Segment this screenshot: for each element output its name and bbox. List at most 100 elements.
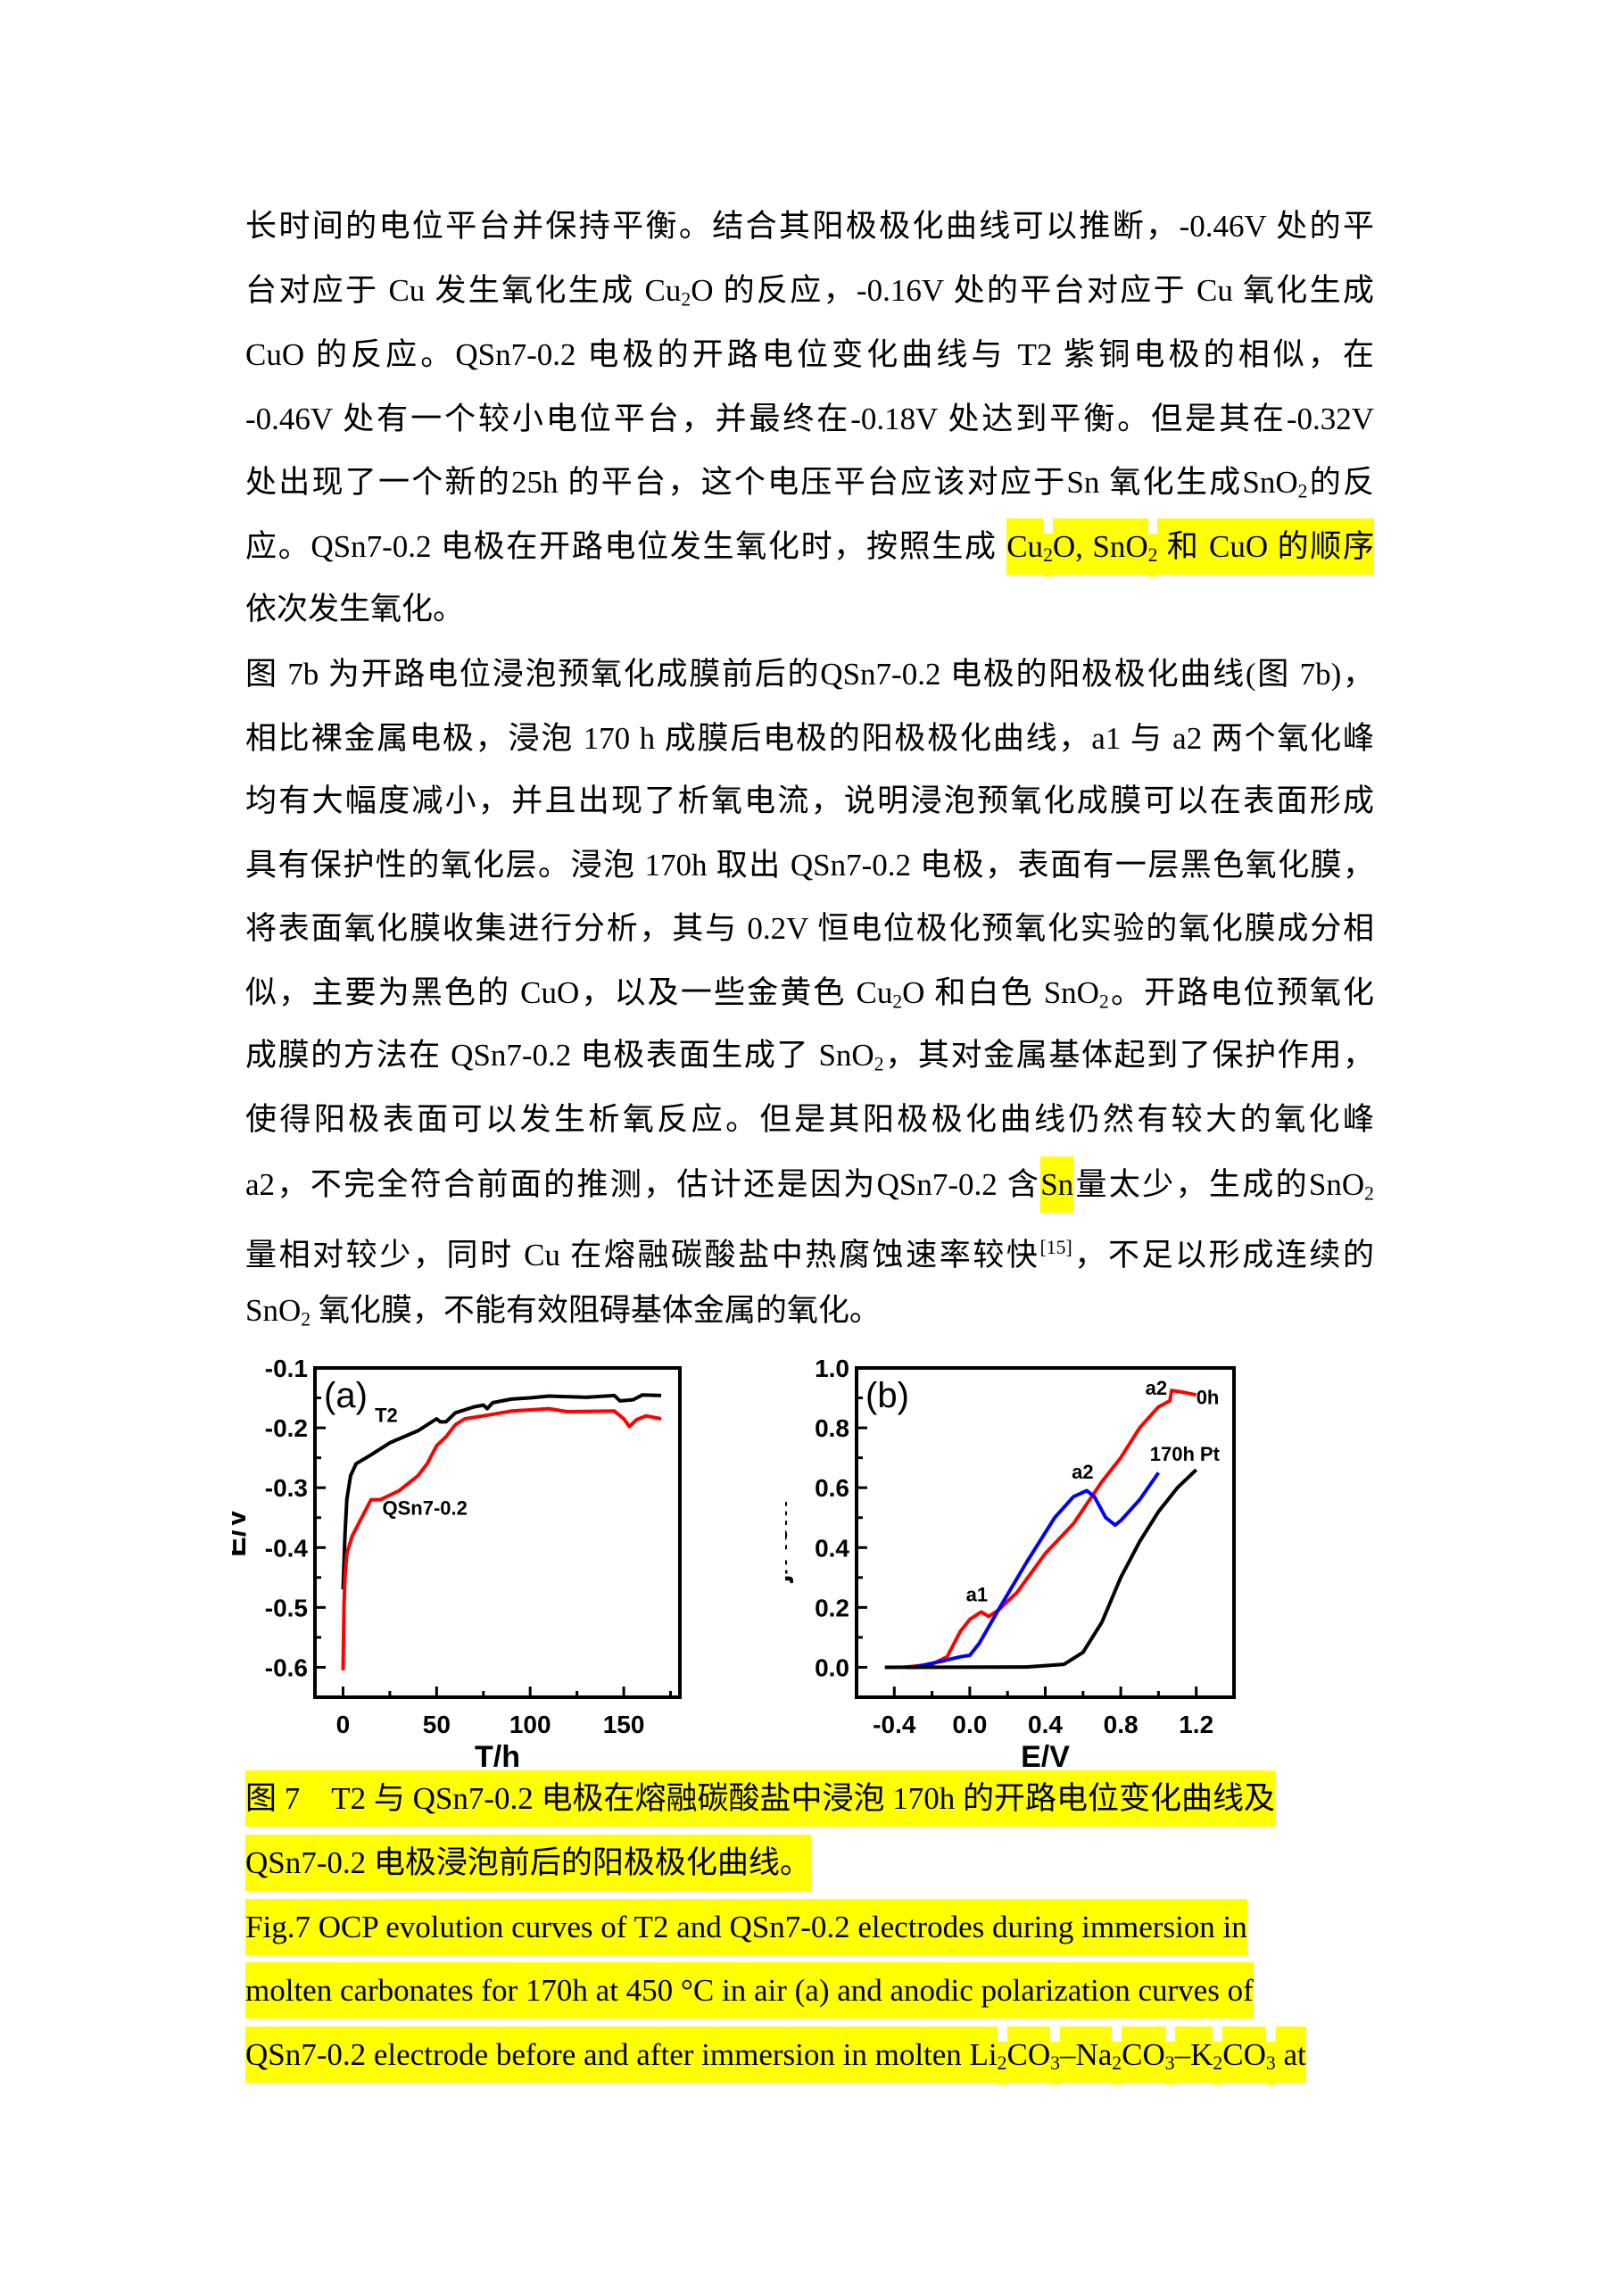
y-tick-label: -0.5 xyxy=(265,1594,308,1621)
y-tick-label: 1.0 xyxy=(815,1355,849,1382)
highlighted-text: 3 xyxy=(1050,2042,1060,2085)
text-run: 2 xyxy=(1364,1182,1375,1205)
x-axis-label: T/h xyxy=(475,1740,520,1767)
y-tick-label: 0.8 xyxy=(815,1414,849,1442)
highlighted-text: Fig.7 OCP evolution curves of T2 and QSn… xyxy=(245,1899,1247,1955)
annotation-label: a2 xyxy=(1072,1461,1093,1483)
paragraph-line: 成膜的方法在 QSn7-0.2 电极表面生成了 SnO2，其对金属基体起到了保护… xyxy=(245,1024,1374,1088)
caption-line: QSn7-0.2 电极浸泡前后的阳极极化曲线。 xyxy=(245,1831,1374,1895)
text-run: ，其对金属基体起到了保护作用， xyxy=(883,1038,1374,1073)
highlighted-text: CO xyxy=(1222,2027,1266,2083)
paragraph-line: 均有大幅度减小，并且出现了析氧电流，说明浸泡预氧化成膜可以在表面形成 xyxy=(245,769,1374,833)
highlighted-text: Cu xyxy=(1006,518,1044,575)
text-run: 应。QSn7-0.2 电极在开路电位发生氧化时，按照生成 xyxy=(245,529,1007,564)
text-run: 台对应于 Cu 发生氧化生成 Cu xyxy=(245,273,682,308)
x-tick-label: 150 xyxy=(603,1711,645,1738)
highlighted-text: 2 xyxy=(1112,2042,1122,2085)
text-run: O 的反应，-0.16V 处的平台对应于 Cu 氧化生成 xyxy=(691,273,1374,308)
text-run: SnO xyxy=(245,1293,302,1328)
series-line-qsn7-0-2 xyxy=(341,1406,662,1670)
series-line-0h xyxy=(903,1388,1197,1670)
y-axis-label-text: j/Acm xyxy=(785,1500,794,1584)
chart-anodic-polarization: -0.4 0.0 0.4 0.8 1.2 0.0 0.2 0.4 0.6 0.8 1.0 E/V j/A… xyxy=(785,1355,1236,1767)
annotation-label: a1 xyxy=(966,1584,988,1606)
paragraph-line: 长时间的电位平台并保持平衡。结合其阳极极化曲线可以推断，-0.46V 处的平 xyxy=(245,195,1374,259)
x-tick-label: 100 xyxy=(509,1711,551,1738)
text-run: [15] xyxy=(1039,1237,1072,1258)
highlighted-text: 3 xyxy=(1164,2042,1175,2085)
text-run: 相比裸金属电极，浸泡 170 h 成膜后电极的阳极极化曲线，a1 与 a2 两个… xyxy=(245,721,1374,756)
paragraph-line: 量相对较少，同时 Cu 在熔融碳酸盐中热腐蚀速率较快[15]，不足以形成连续的 xyxy=(245,1215,1374,1280)
text-run: 2 xyxy=(681,288,691,311)
annotation-label: 170h xyxy=(1150,1443,1195,1465)
y-axis-label: j/Acm-2 xyxy=(785,1482,794,1583)
text-run: 2 xyxy=(1297,480,1308,502)
x-axis-label: E/V xyxy=(1021,1740,1070,1767)
text-run: 图 7b 为开路电位浸泡预氧化成膜前后的QSn7-0.2 电极的阳极极化曲线(图… xyxy=(245,657,1374,692)
x-tick-label: 0.0 xyxy=(952,1711,987,1738)
text-run: 将表面氧化膜收集进行分析，其与 0.2V 恒电位极化预氧化实验的氧化膜成分相 xyxy=(245,911,1374,946)
paragraph-line: -0.46V 处有一个较小电位平台，并最终在-0.18V 处达到平衡。但是其在-… xyxy=(245,387,1374,452)
annotation-label: T2 xyxy=(375,1404,398,1426)
panel-label: (a) xyxy=(324,1376,368,1415)
paragraph-line: CuO 的反应。QSn7-0.2 电极的开路电位变化曲线与 T2 紫铜电极的相似… xyxy=(245,323,1374,387)
y-tick-label: -0.4 xyxy=(265,1534,309,1562)
highlighted-text: Sn xyxy=(1040,1156,1074,1213)
series-line-t2 xyxy=(341,1393,662,1590)
caption-line: 图 7 T2 与 QSn7-0.2 电极在熔融碳酸盐中浸泡 170h 的开路电位… xyxy=(245,1767,1374,1831)
text-run: 的反 xyxy=(1307,465,1374,500)
x-tick-label: 1.2 xyxy=(1179,1711,1213,1738)
y-tick-label: -0.2 xyxy=(265,1414,308,1442)
highlighted-text: 图 7 T2 与 QSn7-0.2 电极在熔融碳酸盐中浸泡 170h 的开路电位… xyxy=(245,1770,1276,1827)
text-run: CuO 的反应。QSn7-0.2 电极的开路电位变化曲线与 T2 紫铜电极的相似… xyxy=(245,337,1374,372)
highlighted-text: 和 CuO 的顺序 xyxy=(1157,518,1374,575)
paragraph-line: 台对应于 Cu 发生氧化生成 Cu2O 的反应，-0.16V 处的平台对应于 C… xyxy=(245,259,1374,323)
panel-label: (b) xyxy=(865,1376,909,1415)
x-tick-label: 0 xyxy=(336,1711,351,1738)
text-run: 2 xyxy=(892,991,903,1013)
text-run: 使得阳极表面可以发生析氧反应。但是其阳极极化曲线仍然有较大的氧化峰 xyxy=(245,1102,1374,1137)
paragraph-line: 相比裸金属电极，浸泡 170 h 成膜后电极的阳极极化曲线，a1 与 a2 两个… xyxy=(245,707,1374,771)
text-run: 2 xyxy=(874,1053,884,1075)
text-run: 处出现了一个新的25h 的平台，这个电压平台应该对应于Sn 氧化生成SnO xyxy=(245,465,1298,500)
annotation-label: a2 xyxy=(1146,1377,1167,1399)
y-tick-label: -0.3 xyxy=(265,1474,308,1502)
x-tick-label: 0.8 xyxy=(1104,1711,1139,1738)
text-run: O 和白色 SnO xyxy=(902,975,1099,1010)
y-tick-label: 0.4 xyxy=(815,1534,849,1562)
highlighted-text: 2 xyxy=(1213,2042,1223,2085)
y-axis-label: E/V xyxy=(232,1508,253,1557)
highlighted-text: 2 xyxy=(997,2042,1007,2085)
y-tick-label: 0.6 xyxy=(815,1474,849,1502)
paragraph-line: SnO2 氧化膜，不能有效阻碍基体金属的氧化。 xyxy=(245,1279,1374,1343)
paragraph-line: 图 7b 为开路电位浸泡预氧化成膜前后的QSn7-0.2 电极的阳极极化曲线(图… xyxy=(245,642,1374,707)
text-run: 量相对较少，同时 Cu 在熔融碳酸盐中热腐蚀速率较快 xyxy=(245,1238,1040,1273)
highlighted-text: molten carbonates for 170h at 450 °C in … xyxy=(245,1962,1254,2018)
text-run: 似，主要为黑色的 CuO，以及一些金黄色 Cu xyxy=(245,975,893,1010)
x-tick-label: 50 xyxy=(423,1711,451,1738)
caption-line: molten carbonates for 170h at 450 °C in … xyxy=(245,1959,1374,2023)
paragraph-line: 使得阳极表面可以发生析氧反应。但是其阳极极化曲线仍然有较大的氧化峰 xyxy=(245,1088,1374,1152)
x-tick-label: 0.4 xyxy=(1028,1711,1063,1738)
y-tick-label: 0.0 xyxy=(815,1654,849,1681)
y-axis-label-text: E/V xyxy=(232,1508,253,1557)
text-run: a2，不完全符合前面的推测，估计还是因为QSn7-0.2 含 xyxy=(245,1167,1041,1202)
text-run: 。开路电位预氧化 xyxy=(1108,975,1374,1010)
text-run: 长时间的电位平台并保持平衡。结合其阳极极化曲线可以推断，-0.46V 处的平 xyxy=(245,209,1374,244)
highlighted-text: QSn7-0.2 电极浸泡前后的阳极极化曲线。 xyxy=(245,1835,811,1891)
text-run: 2 xyxy=(1098,991,1109,1013)
highlighted-text: CO xyxy=(1122,2027,1165,2083)
highlighted-text: 2 xyxy=(1043,534,1053,577)
highlighted-text: 3 xyxy=(1265,2042,1276,2085)
highlighted-text: CO xyxy=(1006,2027,1051,2083)
highlighted-text: –K xyxy=(1174,2027,1213,2083)
paragraph-line: 具有保护性的氧化层。浸泡 170h 取出 QSn7-0.2 电极，表面有一层黑色… xyxy=(245,833,1374,898)
y-tick-label: 0.2 xyxy=(815,1594,849,1621)
y-tick-label: -0.6 xyxy=(265,1654,308,1681)
text-run: 成膜的方法在 QSn7-0.2 电极表面生成了 SnO xyxy=(245,1038,874,1073)
paragraph-line: 似，主要为黑色的 CuO，以及一些金黄色 Cu2O 和白色 SnO2。开路电位预… xyxy=(245,961,1374,1025)
text-run: 2 xyxy=(301,1308,311,1330)
annotation-label: QSn7-0.2 xyxy=(383,1496,468,1519)
text-run: 均有大幅度减小，并且出现了析氧电流，说明浸泡预氧化成膜可以在表面形成 xyxy=(245,783,1374,818)
series-line-170h xyxy=(912,1471,1161,1670)
